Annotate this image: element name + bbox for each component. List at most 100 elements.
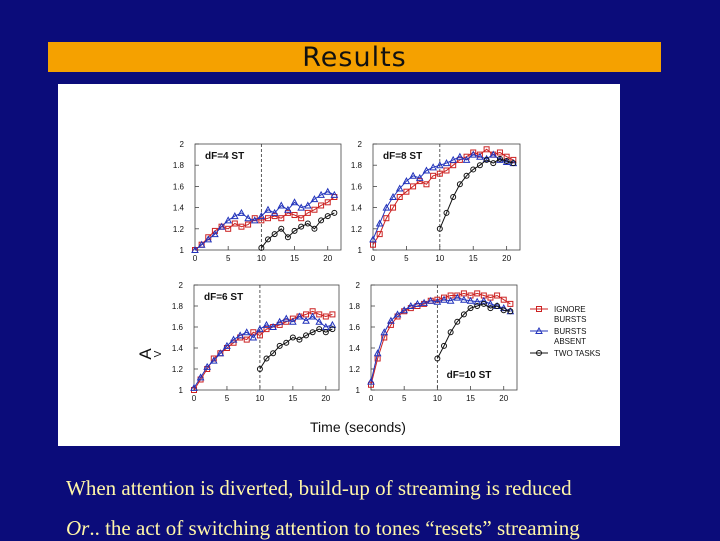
data-point-two — [460, 311, 467, 318]
data-point-absent — [373, 349, 382, 357]
series-line-absent — [370, 297, 511, 382]
y-tick-label: 1.8 — [351, 161, 363, 170]
data-point-absent — [442, 159, 451, 167]
data-point-absent — [330, 190, 339, 198]
x-tick-label: 15 — [288, 394, 297, 403]
data-point-absent — [420, 298, 428, 306]
data-point-two — [324, 213, 331, 220]
data-point-absent — [395, 184, 404, 192]
data-point-two — [265, 236, 271, 243]
y-tick-label: 1 — [179, 386, 184, 395]
series-line-two — [259, 328, 333, 370]
x-tick-label: 5 — [402, 394, 407, 403]
data-point-absent — [387, 316, 395, 324]
x-tick-label: 0 — [369, 394, 374, 403]
panel-frame — [194, 143, 342, 251]
data-point-absent — [270, 208, 279, 216]
data-point-absent — [489, 150, 498, 158]
x-tick-label: 20 — [323, 254, 332, 263]
data-point-ignore — [245, 221, 252, 228]
data-point-two — [496, 155, 503, 162]
x-tick-label: 15 — [290, 254, 299, 263]
data-point-absent — [315, 317, 324, 325]
legend-marker-absent — [535, 326, 543, 334]
data-point-ignore — [318, 202, 325, 209]
data-point-absent — [323, 187, 332, 195]
data-point-absent — [191, 245, 199, 253]
data-point-absent — [435, 161, 444, 169]
data-point-ignore — [500, 296, 507, 303]
series-line-ignore — [372, 148, 514, 245]
y-tick-label: 1.4 — [349, 344, 361, 353]
data-point-absent — [250, 216, 259, 224]
data-point-absent — [257, 212, 266, 220]
data-point-two — [278, 225, 285, 232]
data-point-absent — [244, 214, 252, 222]
data-point-two — [291, 227, 298, 234]
data-point-absent — [389, 192, 397, 200]
data-point-absent — [237, 208, 246, 216]
data-point-absent — [449, 155, 458, 163]
data-point-ignore — [483, 146, 490, 153]
data-point-ignore — [396, 194, 403, 200]
data-point-ignore — [383, 215, 390, 222]
data-point-ignore — [507, 300, 514, 307]
data-point-absent — [482, 154, 491, 162]
data-point-ignore — [443, 167, 450, 174]
x-tick-label: 20 — [321, 394, 330, 403]
y-tick-label: 1.6 — [172, 323, 184, 332]
data-point-absent — [190, 383, 198, 391]
data-point-absent — [275, 317, 284, 325]
data-point-two — [487, 305, 494, 312]
y-tick-label: 1 — [358, 246, 363, 255]
y-tick-label: 1.2 — [349, 365, 361, 374]
data-point-ignore — [263, 326, 270, 333]
data-point-absent — [486, 299, 495, 307]
data-point-absent — [453, 293, 462, 301]
data-point-absent — [460, 295, 468, 303]
data-point-absent — [282, 314, 291, 322]
data-point-absent — [375, 219, 384, 227]
data-point-two — [470, 166, 477, 173]
data-point-absent — [269, 322, 277, 330]
x-tick-label: 10 — [255, 394, 264, 403]
data-point-absent — [380, 328, 389, 336]
data-point-absent — [209, 356, 218, 364]
series-line-two — [439, 158, 514, 229]
panel-frame — [372, 143, 521, 251]
data-point-ignore — [410, 183, 417, 190]
data-point-ignore — [298, 215, 305, 222]
data-point-ignore — [510, 156, 517, 163]
data-point-two — [276, 342, 283, 349]
y-tick-label: 1.6 — [349, 323, 361, 332]
data-point-ignore — [430, 172, 437, 179]
data-point-absent — [264, 205, 272, 213]
data-point-ignore — [311, 206, 318, 213]
data-point-two — [454, 318, 461, 325]
legend-label: BURSTS — [554, 315, 586, 324]
legend-label: BURSTS — [554, 327, 586, 336]
data-point-absent — [409, 171, 417, 179]
data-point-absent — [242, 328, 251, 336]
x-tick-label: 10 — [257, 254, 266, 263]
caption-line-2: Or.. the act of switching attention to t… — [66, 516, 580, 541]
data-point-ignore — [368, 381, 374, 388]
data-point-absent — [204, 235, 213, 243]
panel-frame — [193, 284, 340, 391]
data-point-two — [258, 244, 265, 251]
data-point-two — [483, 156, 490, 163]
data-point-absent — [369, 235, 377, 243]
data-point-ignore — [474, 290, 481, 297]
data-point-two — [318, 217, 325, 224]
data-point-absent — [462, 155, 471, 163]
data-point-absent — [308, 312, 317, 320]
data-point-two — [263, 355, 270, 362]
data-point-absent — [400, 306, 409, 314]
data-point-two — [436, 225, 443, 232]
x-tick-label: 20 — [502, 254, 511, 263]
data-point-ignore — [258, 217, 265, 224]
data-point-two — [289, 334, 296, 341]
data-point-ignore — [436, 170, 443, 177]
series-line-two — [260, 212, 335, 249]
data-point-absent — [456, 152, 464, 160]
